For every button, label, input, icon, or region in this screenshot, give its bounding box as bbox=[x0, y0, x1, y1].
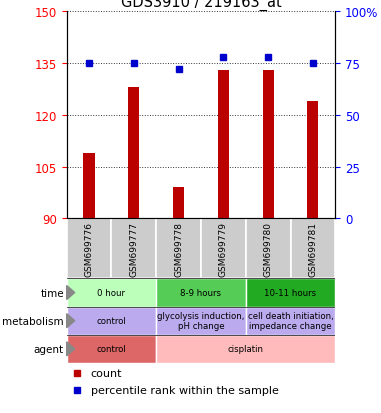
Bar bbox=[218, 71, 229, 219]
Polygon shape bbox=[67, 286, 75, 300]
Bar bbox=[128, 88, 139, 219]
Text: 10-11 hours: 10-11 hours bbox=[264, 288, 317, 297]
Bar bbox=[156, 307, 246, 335]
Text: GSM699776: GSM699776 bbox=[85, 221, 94, 276]
Text: GSM699778: GSM699778 bbox=[174, 221, 183, 276]
Bar bbox=[246, 219, 290, 279]
Text: percentile rank within the sample: percentile rank within the sample bbox=[91, 385, 279, 395]
Bar bbox=[156, 219, 201, 279]
Bar bbox=[246, 279, 335, 307]
Text: count: count bbox=[91, 368, 122, 378]
Polygon shape bbox=[67, 314, 75, 328]
Text: glycolysis induction,
pH change: glycolysis induction, pH change bbox=[157, 311, 245, 330]
Text: agent: agent bbox=[34, 344, 64, 354]
Bar bbox=[67, 335, 156, 363]
Bar bbox=[246, 307, 335, 335]
Bar bbox=[263, 71, 274, 219]
Text: GSM699779: GSM699779 bbox=[219, 221, 228, 276]
Text: 8-9 hours: 8-9 hours bbox=[181, 288, 221, 297]
Bar bbox=[67, 307, 156, 335]
Text: 0 hour: 0 hour bbox=[98, 288, 125, 297]
Bar bbox=[67, 279, 156, 307]
Text: cell death initiation,
impedance change: cell death initiation, impedance change bbox=[248, 311, 333, 330]
Text: cisplatin: cisplatin bbox=[228, 344, 264, 354]
Bar bbox=[156, 335, 335, 363]
Text: GSM699781: GSM699781 bbox=[308, 221, 317, 276]
Bar bbox=[290, 219, 335, 279]
Bar bbox=[201, 219, 246, 279]
Title: GDS3910 / 219163_at: GDS3910 / 219163_at bbox=[121, 0, 281, 11]
Bar bbox=[83, 154, 94, 219]
Polygon shape bbox=[67, 342, 75, 356]
Text: control: control bbox=[96, 316, 126, 325]
Bar bbox=[156, 279, 246, 307]
Text: GSM699777: GSM699777 bbox=[129, 221, 138, 276]
Bar bbox=[67, 219, 112, 279]
Text: metabolism: metabolism bbox=[2, 316, 64, 326]
Text: GSM699780: GSM699780 bbox=[264, 221, 273, 276]
Bar bbox=[307, 102, 319, 219]
Text: time: time bbox=[40, 288, 64, 298]
Text: control: control bbox=[96, 344, 126, 354]
Bar bbox=[173, 188, 184, 219]
Bar bbox=[111, 219, 156, 279]
